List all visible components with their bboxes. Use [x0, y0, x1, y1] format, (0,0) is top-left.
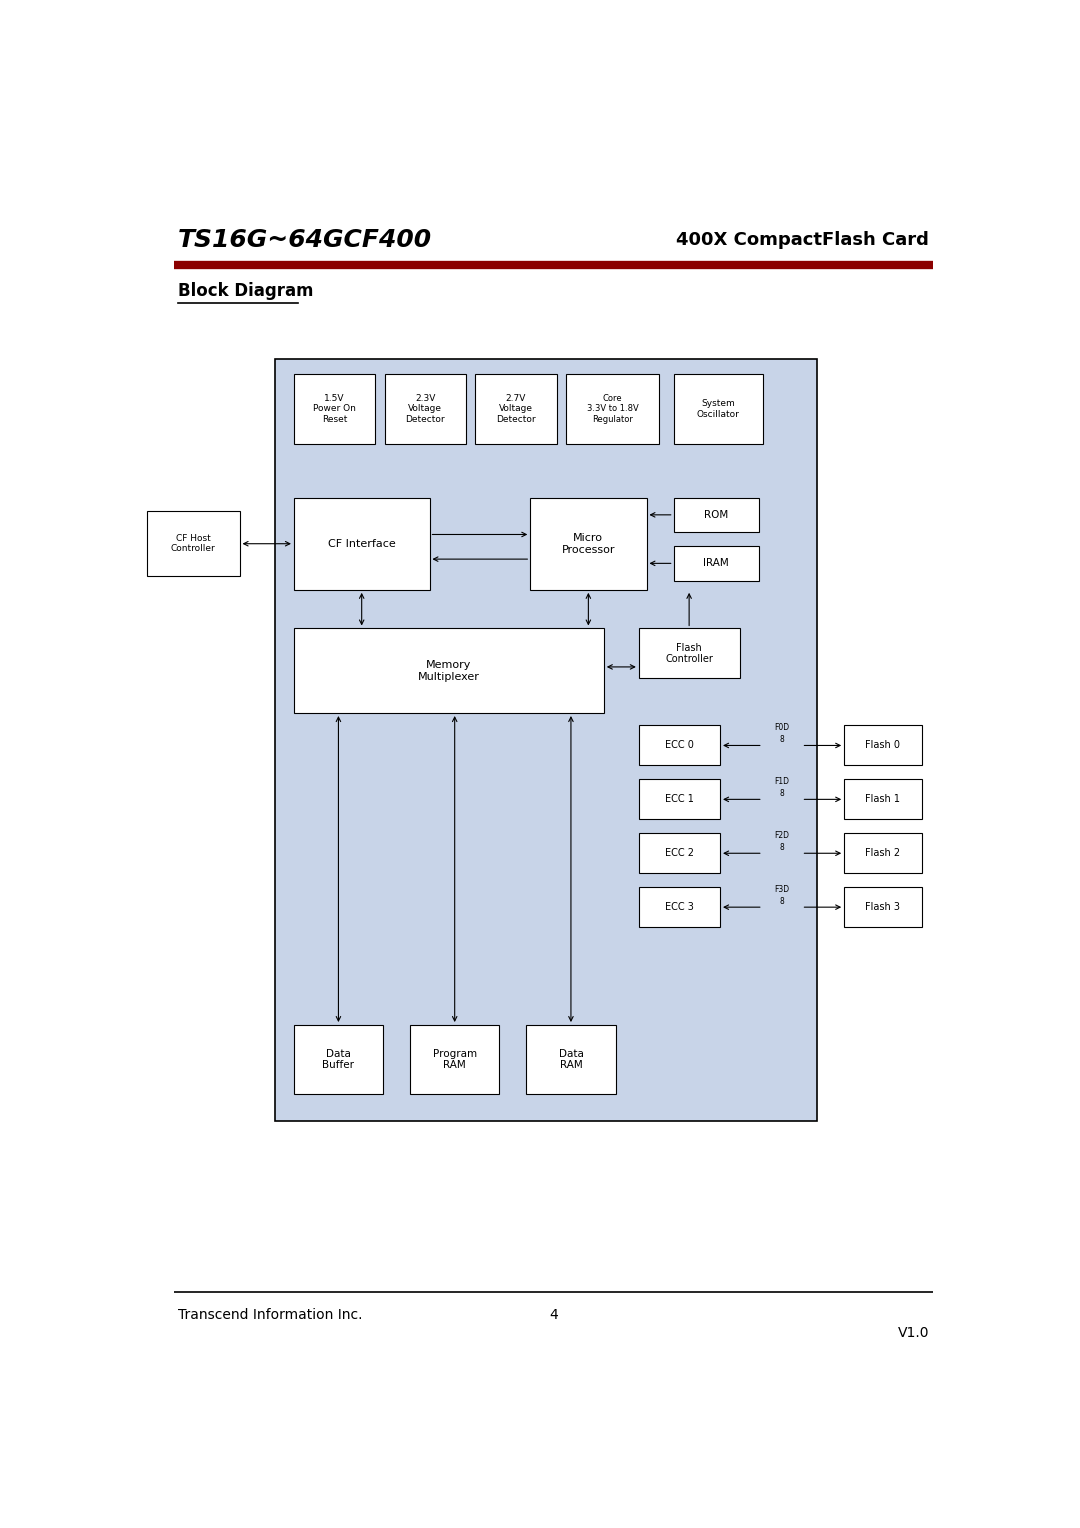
Text: Program
RAM: Program RAM [433, 1048, 476, 1071]
Text: Flash 3: Flash 3 [865, 902, 901, 912]
Text: F2D: F2D [774, 831, 789, 840]
Text: Block Diagram: Block Diagram [177, 283, 313, 299]
Bar [638, 833, 720, 874]
Bar [294, 374, 375, 443]
Text: Flash
Controller: Flash Controller [665, 643, 713, 665]
Text: 2.3V
Voltage
Detector: 2.3V Voltage Detector [405, 394, 445, 423]
Bar [294, 628, 604, 714]
Text: Transcend Information Inc.: Transcend Information Inc. [177, 1308, 362, 1322]
Text: 400X CompactFlash Card: 400X CompactFlash Card [676, 231, 930, 249]
Text: 8: 8 [780, 897, 784, 906]
Bar [147, 510, 240, 576]
Bar [638, 779, 720, 819]
Text: ECC 2: ECC 2 [665, 848, 694, 859]
Text: F0D: F0D [774, 723, 789, 732]
Text: ROM: ROM [704, 510, 728, 520]
Text: 8: 8 [780, 735, 784, 744]
Bar [638, 628, 740, 678]
Bar [274, 359, 816, 1122]
Text: TS16G~64GCF400: TS16G~64GCF400 [177, 228, 432, 252]
Bar [638, 726, 720, 766]
Text: CF Host
Controller: CF Host Controller [171, 533, 216, 553]
Text: CF Interface: CF Interface [328, 539, 395, 549]
Bar [530, 498, 647, 590]
Bar [384, 374, 465, 443]
Text: ECC 1: ECC 1 [665, 795, 693, 804]
Text: Flash 2: Flash 2 [865, 848, 901, 859]
Text: ECC 0: ECC 0 [665, 741, 693, 750]
Text: Flash 1: Flash 1 [865, 795, 901, 804]
Bar [674, 545, 759, 581]
Text: IRAM: IRAM [703, 558, 729, 568]
Text: F3D: F3D [774, 885, 789, 894]
Bar [475, 374, 556, 443]
Bar [845, 833, 921, 874]
Text: Micro
Processor: Micro Processor [562, 533, 616, 555]
Bar [294, 498, 430, 590]
Bar [410, 1025, 499, 1094]
Bar [294, 1025, 383, 1094]
Text: 2.7V
Voltage
Detector: 2.7V Voltage Detector [496, 394, 536, 423]
Text: 8: 8 [780, 788, 784, 798]
Text: Data
Buffer: Data Buffer [323, 1048, 354, 1071]
Text: System
Oscillator: System Oscillator [697, 399, 740, 419]
Bar [566, 374, 659, 443]
Text: 1.5V
Power On
Reset: 1.5V Power On Reset [313, 394, 356, 423]
Text: Memory
Multiplexer: Memory Multiplexer [418, 660, 480, 681]
Bar [674, 498, 759, 532]
Bar [845, 726, 921, 766]
Text: V1.0: V1.0 [897, 1326, 930, 1340]
Text: 4: 4 [549, 1308, 558, 1322]
Text: Core
3.3V to 1.8V
Regulator: Core 3.3V to 1.8V Regulator [586, 394, 638, 423]
Bar [674, 374, 762, 443]
Text: 8: 8 [780, 842, 784, 851]
Bar [638, 888, 720, 927]
Bar [526, 1025, 616, 1094]
Text: Data
RAM: Data RAM [558, 1048, 583, 1071]
Text: Flash 0: Flash 0 [865, 741, 901, 750]
Text: F1D: F1D [774, 778, 789, 785]
Bar [845, 888, 921, 927]
Text: ECC 3: ECC 3 [665, 902, 693, 912]
Bar [845, 779, 921, 819]
